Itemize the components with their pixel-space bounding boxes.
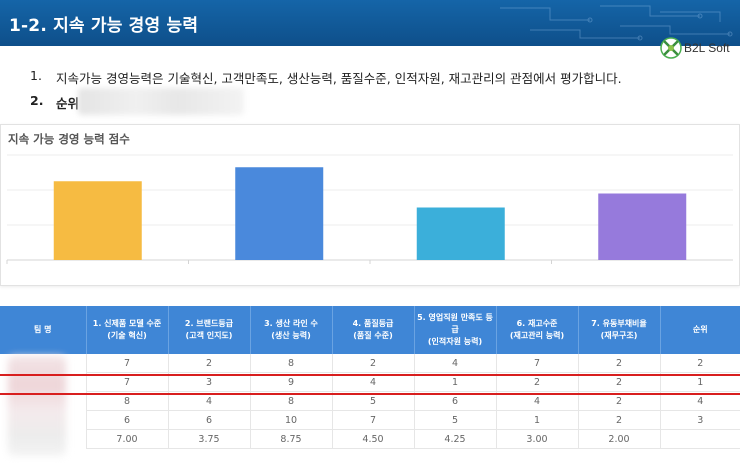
column-header-rank: 순위 <box>660 306 740 354</box>
table-cell: 4 <box>168 391 251 411</box>
table-cell: 8.75 <box>250 429 333 449</box>
table-cell: 2.00 <box>578 429 661 449</box>
column-header-sublabel: (품질 수준) <box>353 331 393 340</box>
table-cell: 4 <box>496 391 579 411</box>
table-cell: 2 <box>660 354 740 373</box>
table-cell: 6 <box>86 410 169 430</box>
header-banner: 1-2. 지속 가능 경영 능력 <box>0 0 740 46</box>
redacted-team-names <box>8 356 66 456</box>
chart-bar <box>416 207 505 260</box>
column-header: 3. 생산 라인 수 (생산 능력) <box>250 306 333 354</box>
table-cell: 2 <box>332 354 415 373</box>
list-text: 순위 <box>56 96 80 111</box>
column-header: 7. 유동부채비율 (재무구조) <box>578 306 661 354</box>
column-header-label: 팀 명 <box>33 325 52 334</box>
logo-mark-icon <box>660 37 682 59</box>
chart-bar <box>235 167 324 260</box>
chart-bar <box>53 181 142 260</box>
table-row: 7.00 3.75 8.75 4.50 4.25 3.00 2.00 <box>0 429 740 449</box>
table-cell: 2 <box>578 410 661 430</box>
chart-bar <box>598 193 687 260</box>
table-cell: 3 <box>660 410 740 430</box>
column-header: 4. 품질등급 (품질 수준) <box>332 306 415 354</box>
table-cell: 7 <box>86 354 169 373</box>
column-header-sublabel: (기술 혁신) <box>107 331 147 340</box>
column-header-sublabel: (재고관리 능력) <box>509 331 565 340</box>
logo-text: B2L Soft <box>684 41 730 55</box>
score-chart: 지속 가능 경영 능력 점수 <box>0 124 740 286</box>
table-cell: 1 <box>414 372 497 392</box>
table-cell: 7 <box>86 372 169 392</box>
table-cell: 9 <box>250 372 333 392</box>
column-header-sublabel: (생산 능력) <box>271 331 311 340</box>
column-header: 6. 재고수준 (재고관리 능력) <box>496 306 579 354</box>
table-header-row: 팀 명 1. 신제품 모델 수준 (기술 혁신) 2. 브랜드등급 (고객 인지도) 3.… <box>0 306 740 354</box>
table-cell: 1 <box>660 372 740 392</box>
table-cell: 7 <box>496 354 579 373</box>
column-header-label: 6. 재고수준 <box>516 319 558 328</box>
table-cell: 3.75 <box>168 429 251 449</box>
table-cell: 1 <box>496 410 579 430</box>
table-cell: 2 <box>578 354 661 373</box>
table-cell: 8 <box>250 391 333 411</box>
column-header-sublabel: (인적자원 능력) <box>427 337 483 346</box>
table-cell: 4 <box>332 372 415 392</box>
column-header: 1. 신제품 모델 수준 (기술 혁신) <box>86 306 169 354</box>
column-header-sublabel: (재무구조) <box>600 331 638 340</box>
table-cell: 7.00 <box>86 429 169 449</box>
table-cell: 2 <box>496 372 579 392</box>
column-header-label: 1. 신제품 모델 수준 <box>92 319 162 328</box>
column-header-label: 4. 품질등급 <box>352 319 394 328</box>
column-header-sublabel: (고객 인지도) <box>185 331 233 340</box>
column-header-label: 7. 유동부채비율 <box>591 319 647 328</box>
table-cell: 3 <box>168 372 251 392</box>
table-cell: 3.00 <box>496 429 579 449</box>
table-cell: 4.25 <box>414 429 497 449</box>
table-cell: 7 <box>332 410 415 430</box>
table-row: 6 6 10 7 5 1 2 3 <box>0 410 740 430</box>
page-title: 1-2. 지속 가능 경영 능력 <box>9 16 199 36</box>
list-number: 1. <box>30 68 42 83</box>
table-cell: 8 <box>86 391 169 411</box>
column-header-label: 2. 브랜드등급 <box>184 319 234 328</box>
table-cell: 5 <box>332 391 415 411</box>
circuit-pattern-decoration <box>500 5 733 41</box>
table-cell: 8 <box>250 354 333 373</box>
table-cell: 6 <box>414 391 497 411</box>
column-header-label: 5. 영업직원 만족도 등급 <box>417 313 493 334</box>
column-header-label: 순위 <box>692 325 708 334</box>
column-header: 2. 브랜드등급 (고객 인지도) <box>168 306 251 354</box>
table-cell: 2 <box>578 372 661 392</box>
redacted-text <box>78 88 244 115</box>
column-header-label: 3. 생산 라인 수 <box>264 319 318 328</box>
column-header-team: 팀 명 <box>0 306 87 354</box>
table-cell: 5 <box>414 410 497 430</box>
team-score-table: 팀 명 1. 신제품 모델 수준 (기술 혁신) 2. 브랜드등급 (고객 인지도) 3.… <box>0 306 740 449</box>
column-header: 5. 영업직원 만족도 등급 (인적자원 능력) <box>414 306 497 354</box>
table-cell <box>660 429 740 449</box>
table-cell: 2 <box>578 391 661 411</box>
list-number: 2. <box>30 93 44 108</box>
table-cell: 4.50 <box>332 429 415 449</box>
table-cell: 6 <box>168 410 251 430</box>
table-cell: 4 <box>660 391 740 411</box>
chart-title: 지속 가능 경영 능력 점수 <box>8 132 130 146</box>
table-cell: 2 <box>168 354 251 373</box>
table-cell: 10 <box>250 410 333 430</box>
bar-chart-canvas <box>6 154 733 264</box>
list-text: 지속가능 경영능력은 기술혁신, 고객만족도, 생산능력, 품질수준, 인적자원… <box>56 71 622 86</box>
company-logo: B2L Soft <box>660 37 738 59</box>
table-cell: 4 <box>414 354 497 373</box>
